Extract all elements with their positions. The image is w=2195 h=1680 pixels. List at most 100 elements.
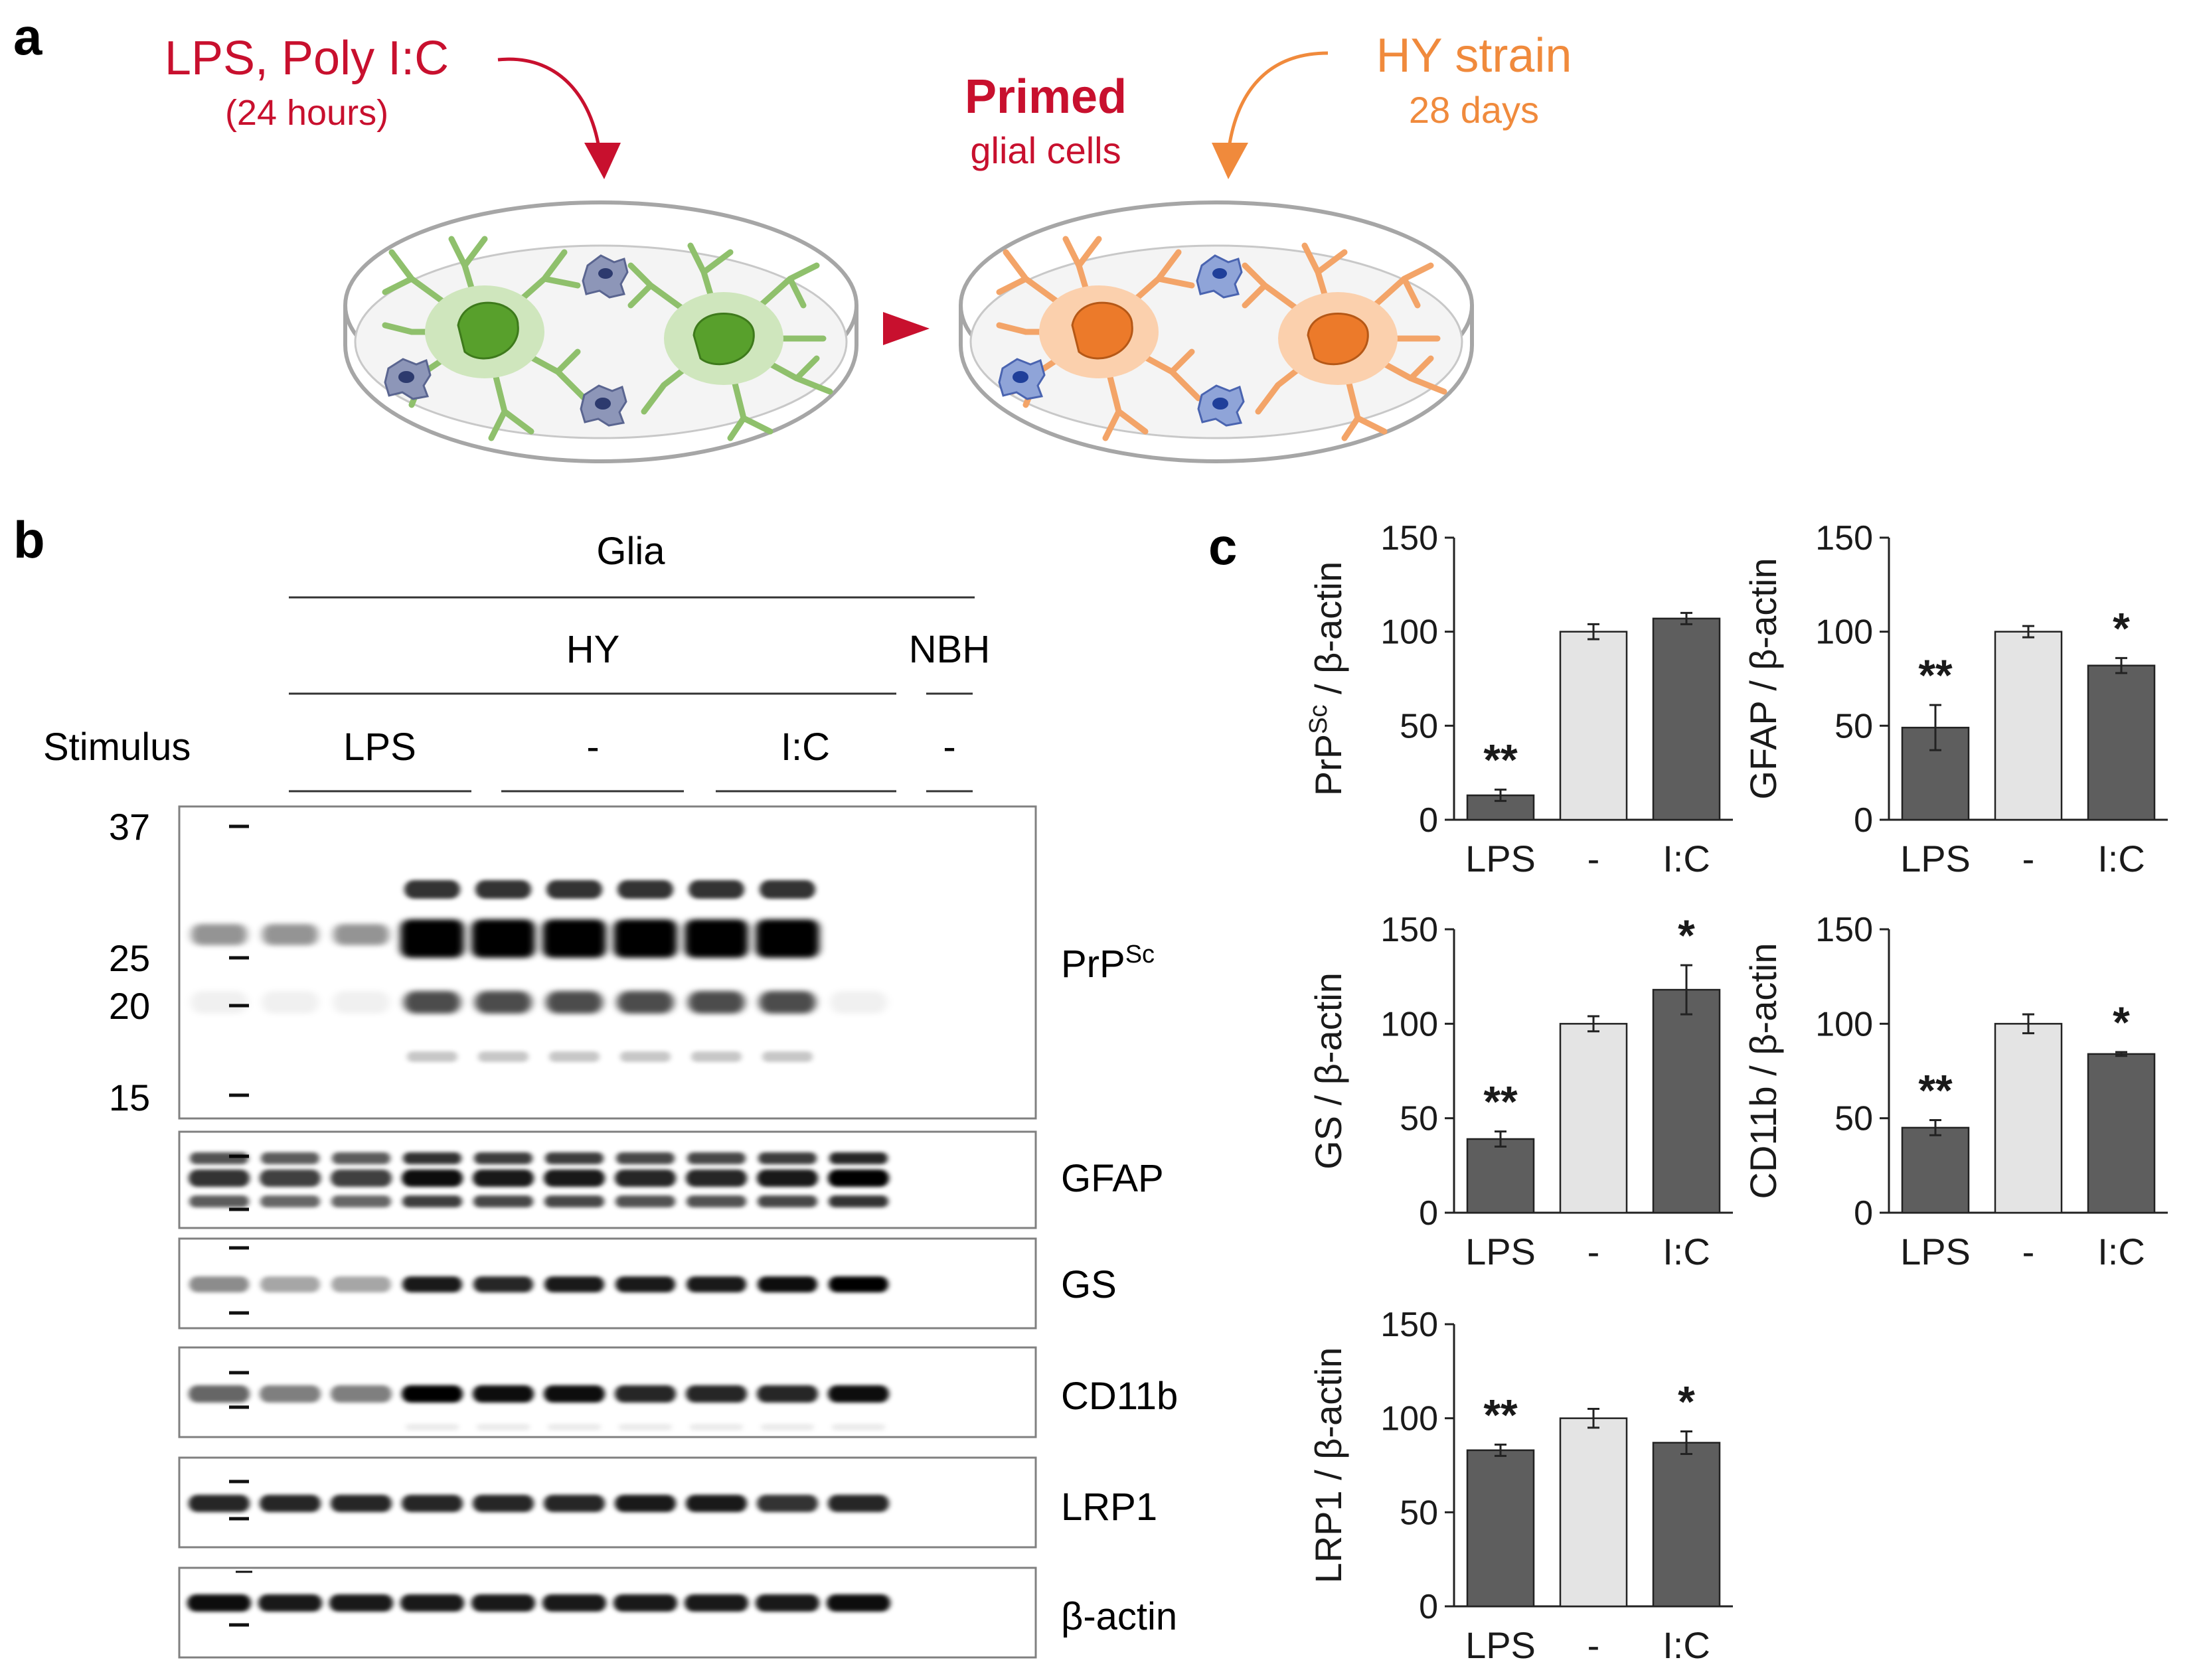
group-label-nbh-none: - bbox=[943, 725, 955, 769]
prpsc-main-band bbox=[262, 924, 318, 945]
cd11b-faint-band bbox=[477, 1424, 530, 1430]
y-axis-label-rest: / β-actin bbox=[1307, 562, 1349, 705]
gfap-lower-band bbox=[615, 1195, 675, 1207]
bar-1 bbox=[1559, 1023, 1628, 1214]
panel-b-label: b bbox=[13, 510, 45, 569]
actin-band bbox=[685, 1594, 748, 1612]
category-label: I:C bbox=[1663, 838, 1710, 879]
stimulus-title: LPS, Poly I:C bbox=[165, 32, 449, 85]
lrp1-band bbox=[686, 1495, 747, 1512]
gs-band bbox=[758, 1276, 817, 1292]
prpsc-faint-band bbox=[407, 1051, 457, 1062]
y-axis-label: LRP1 / β-actin bbox=[1307, 1347, 1349, 1584]
bar-1 bbox=[1559, 631, 1628, 821]
stimulus-arrowhead bbox=[584, 143, 621, 179]
y-tick-label: 150 bbox=[1380, 519, 1438, 558]
significance-label: ** bbox=[1483, 1390, 1518, 1439]
actin-band bbox=[258, 1594, 322, 1612]
blot-cd11b bbox=[178, 1346, 1037, 1438]
prpsc-faint-band bbox=[620, 1051, 671, 1062]
bar-chart-gs: 0 50 100 150 GS / β-actin ** LPS - * I:C bbox=[1307, 911, 1733, 1272]
lrp1-band bbox=[828, 1495, 889, 1512]
infection-duration: 28 days bbox=[1409, 89, 1539, 131]
cd11b-faint-band bbox=[690, 1424, 743, 1430]
y-axis-label-main: PrP bbox=[1307, 734, 1349, 796]
y-tick-label: 100 bbox=[1815, 613, 1873, 652]
significance-label: * bbox=[2113, 998, 2130, 1047]
category-label: - bbox=[1587, 1231, 1600, 1272]
gfap-upper-band bbox=[616, 1152, 675, 1164]
bar-2 bbox=[1652, 617, 1721, 821]
lrp1-band bbox=[757, 1495, 818, 1512]
blot-label-cd11b: CD11b bbox=[1061, 1375, 1178, 1418]
lrp1-band bbox=[189, 1495, 250, 1512]
y-axis-label: GS / β-actin bbox=[1307, 972, 1349, 1170]
blot-gs bbox=[178, 1237, 1037, 1330]
y-tick-label: 150 bbox=[1815, 519, 1873, 558]
blot-label-prpsc: PrPSc bbox=[1061, 941, 1155, 986]
prpsc-lower-band bbox=[617, 991, 674, 1014]
y-axis-label: PrPSc / β-actin bbox=[1305, 562, 1349, 797]
prpsc-lower-band bbox=[191, 991, 248, 1014]
marker-37: 37 bbox=[109, 806, 150, 848]
marker-15: 15 bbox=[109, 1077, 150, 1118]
marker-25: 25 bbox=[109, 937, 150, 979]
gfap-lower-band bbox=[758, 1195, 817, 1207]
blot-label-lrp1: LRP1 bbox=[1061, 1486, 1157, 1529]
significance-label: * bbox=[1678, 1377, 1695, 1426]
prpsc-lower-band bbox=[475, 991, 532, 1014]
gs-band bbox=[687, 1276, 746, 1292]
astrocyte-orange-2-nucleus bbox=[1307, 313, 1369, 366]
bar-1 bbox=[1559, 1417, 1628, 1608]
astrocyte-green-1-nucleus bbox=[457, 301, 519, 360]
y-axis-label-main: GFAP / β-actin bbox=[1742, 558, 1784, 799]
bar-0 bbox=[1466, 1449, 1535, 1608]
actin-band bbox=[827, 1594, 890, 1612]
blot-frame bbox=[178, 1346, 1037, 1438]
prpsc-lower-band bbox=[262, 991, 319, 1014]
actin-band bbox=[471, 1594, 535, 1612]
prpsc-upper-band bbox=[546, 880, 602, 899]
y-tick-label: 0 bbox=[1419, 801, 1438, 840]
prpsc-main-band bbox=[333, 924, 389, 945]
marker-20: 20 bbox=[109, 985, 150, 1027]
y-axis-label: GFAP / β-actin bbox=[1742, 558, 1784, 799]
blot-frame bbox=[178, 1456, 1037, 1549]
gfap-lower-band bbox=[544, 1195, 604, 1207]
y-axis-label-superscript: Sc bbox=[1305, 705, 1333, 734]
gfap-main-band bbox=[615, 1170, 676, 1187]
lrp1-band bbox=[615, 1495, 676, 1512]
prpsc-upper-band bbox=[760, 880, 815, 899]
bar-2 bbox=[1652, 988, 1721, 1214]
blot-frame bbox=[178, 1566, 1037, 1659]
cd11b-band bbox=[402, 1385, 463, 1403]
primed-subtitle: glial cells bbox=[970, 129, 1121, 171]
cd11b-band bbox=[260, 1385, 321, 1403]
category-label: - bbox=[2022, 1231, 2035, 1272]
blot-label-gfap: GFAP bbox=[1061, 1157, 1164, 1200]
astrocyte-orange-1-nucleus bbox=[1071, 301, 1133, 360]
y-axis-label: CD11b / β-actin bbox=[1742, 943, 1784, 1199]
prpsc-main-band bbox=[471, 919, 535, 958]
culture-dish-untreated bbox=[343, 200, 858, 463]
microglia-1 bbox=[582, 254, 629, 299]
significance-label: ** bbox=[1918, 650, 1953, 700]
prpsc-upper-band bbox=[689, 880, 744, 899]
gfap-upper-band bbox=[687, 1152, 746, 1164]
prpsc-lower-band bbox=[830, 991, 887, 1014]
actin-band bbox=[187, 1594, 251, 1612]
prpsc-faint-band bbox=[691, 1051, 742, 1062]
bar-2 bbox=[2087, 664, 2156, 821]
actin-band bbox=[329, 1594, 393, 1612]
stimulus-label: Stimulus bbox=[43, 725, 191, 769]
gfap-upper-band bbox=[332, 1152, 390, 1164]
prpsc-main-band bbox=[613, 919, 677, 958]
prpsc-faint-band bbox=[762, 1051, 813, 1062]
cd11b-band bbox=[615, 1385, 676, 1403]
y-tick-label: 100 bbox=[1815, 1005, 1873, 1043]
group-label-lps: LPS bbox=[343, 725, 416, 769]
gfap-upper-band bbox=[545, 1152, 604, 1164]
blot-label-actin: β-actin bbox=[1061, 1595, 1177, 1638]
y-tick-label: 150 bbox=[1380, 911, 1438, 949]
